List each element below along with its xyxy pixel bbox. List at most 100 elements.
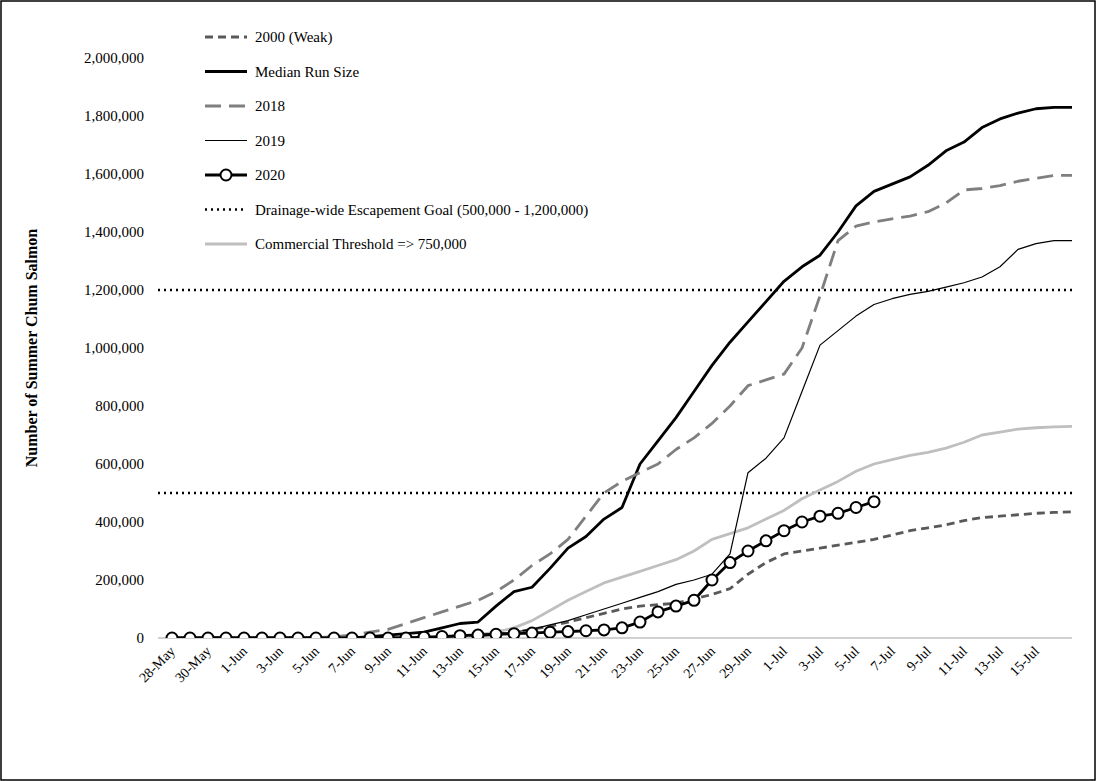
series-marker bbox=[383, 633, 394, 639]
series-marker bbox=[365, 633, 376, 639]
series-marker bbox=[707, 575, 718, 586]
y-tick-label: 1,000,000 bbox=[84, 340, 144, 356]
frame bbox=[1, 1, 1095, 780]
plot-area bbox=[158, 107, 1072, 638]
series-marker bbox=[761, 535, 772, 546]
series-marker bbox=[743, 546, 754, 557]
y-tick bbox=[154, 638, 158, 639]
x-tick-label: 23-Jun bbox=[609, 644, 647, 682]
series-marker bbox=[653, 606, 664, 617]
series-marker bbox=[815, 511, 826, 522]
x-tick-label: 7-Jun bbox=[326, 644, 359, 677]
y-tick-label: 2,000,000 bbox=[84, 50, 144, 66]
series-marker bbox=[779, 525, 790, 536]
series-marker bbox=[527, 628, 538, 638]
y-tick-label: 1,800,000 bbox=[84, 108, 144, 124]
x-tick-label: 3-Jul bbox=[796, 643, 826, 673]
legend: 2000 (Weak)Median Run Size201820192020Dr… bbox=[205, 29, 588, 252]
series-marker bbox=[635, 617, 646, 628]
legend-label: 2020 bbox=[255, 167, 285, 183]
series-marker bbox=[599, 624, 610, 635]
x-tick-label: 15-Jun bbox=[465, 644, 503, 682]
x-ticks: 28-May30-May1-Jun3-Jun5-Jun7-Jun9-Jun11-… bbox=[136, 643, 1042, 685]
series-marker bbox=[257, 633, 268, 639]
series-marker bbox=[545, 627, 556, 638]
x-tick-label: 25-Jun bbox=[645, 644, 683, 682]
x-tick-label: 1-Jun bbox=[218, 644, 251, 677]
series-marker bbox=[275, 633, 286, 639]
series-marker bbox=[797, 517, 808, 528]
reference-line bbox=[158, 492, 1072, 495]
x-tick-label: 28-May bbox=[136, 644, 178, 686]
series-marker bbox=[329, 633, 340, 639]
y-axis-line bbox=[158, 58, 159, 638]
y-tick-label: 0 bbox=[137, 630, 145, 646]
series-marker bbox=[473, 630, 484, 638]
series-line bbox=[172, 502, 874, 638]
x-tick-label: 27-Jun bbox=[681, 644, 719, 682]
series-line bbox=[172, 426, 1072, 638]
x-tick-label: 13-Jul bbox=[971, 643, 1006, 678]
series-marker bbox=[491, 629, 502, 638]
x-tick-label: 30-May bbox=[172, 644, 214, 686]
series-marker bbox=[725, 557, 736, 568]
series-line bbox=[172, 175, 1072, 638]
legend-marker bbox=[221, 170, 232, 181]
x-tick-label: 9-Jun bbox=[362, 644, 395, 677]
series-marker bbox=[869, 496, 880, 507]
y-tick bbox=[154, 522, 158, 523]
x-tick-label: 21-Jun bbox=[573, 644, 611, 682]
y-tick-label: 600,000 bbox=[95, 456, 144, 472]
legend-swatch bbox=[205, 208, 247, 211]
y-tick-label: 1,600,000 bbox=[84, 166, 144, 182]
x-tick-label: 11-Jun bbox=[393, 644, 430, 681]
x-tick-label: 11-Jul bbox=[935, 643, 970, 678]
x-tick-label: 7-Jul bbox=[868, 643, 898, 673]
y-tick bbox=[154, 290, 158, 291]
legend-swatch bbox=[205, 36, 247, 39]
x-tick-label: 5-Jul bbox=[832, 643, 862, 673]
series-marker bbox=[347, 633, 358, 639]
y-tick bbox=[154, 348, 158, 349]
x-tick-label: 15-Jul bbox=[1007, 643, 1042, 678]
series-marker bbox=[221, 633, 232, 639]
legend-swatch bbox=[205, 70, 247, 73]
series-marker bbox=[851, 502, 862, 513]
series-line bbox=[172, 107, 1072, 638]
series-marker bbox=[581, 625, 592, 636]
series-marker bbox=[311, 633, 322, 639]
y-tick bbox=[154, 406, 158, 407]
series-marker bbox=[509, 628, 520, 638]
x-tick-label: 5-Jun bbox=[290, 644, 323, 677]
x-tick-label: 1-Jul bbox=[760, 643, 790, 673]
y-tick-label: 800,000 bbox=[95, 398, 144, 414]
series-marker bbox=[293, 633, 304, 639]
series-marker bbox=[401, 633, 412, 639]
y-tick-label: 400,000 bbox=[95, 514, 144, 530]
legend-label: 2018 bbox=[255, 98, 285, 114]
legend-label: Drainage-wide Escapement Goal (500,000 -… bbox=[255, 202, 588, 219]
chart: 0200,000400,000600,000800,0001,000,0001,… bbox=[0, 0, 1096, 781]
y-tick bbox=[154, 464, 158, 465]
y-tick-label: 1,200,000 bbox=[84, 282, 144, 298]
series-marker bbox=[437, 631, 448, 638]
legend-label: Commercial Threshold => 750,000 bbox=[255, 236, 467, 252]
series-marker bbox=[689, 595, 700, 606]
chart-container: 0200,000400,000600,000800,0001,000,0001,… bbox=[0, 0, 1096, 781]
legend-label: 2019 bbox=[255, 133, 285, 149]
x-tick-label: 3-Jun bbox=[254, 644, 287, 677]
series-marker bbox=[671, 601, 682, 612]
y-ticks: 0200,000400,000600,000800,0001,000,0001,… bbox=[84, 50, 158, 646]
series-line bbox=[172, 512, 1072, 638]
legend-swatch bbox=[205, 140, 247, 141]
y-tick bbox=[154, 580, 158, 581]
y-axis-title: Number of Summer Chum Salmon bbox=[23, 229, 40, 468]
legend-label: Median Run Size bbox=[255, 64, 359, 80]
series-marker bbox=[419, 632, 430, 638]
series-marker bbox=[239, 633, 250, 639]
legend-swatch bbox=[205, 243, 247, 246]
y-tick bbox=[154, 58, 158, 59]
x-tick-label: 13-Jun bbox=[429, 644, 467, 682]
series-marker bbox=[455, 630, 466, 638]
y-tick bbox=[154, 116, 158, 117]
